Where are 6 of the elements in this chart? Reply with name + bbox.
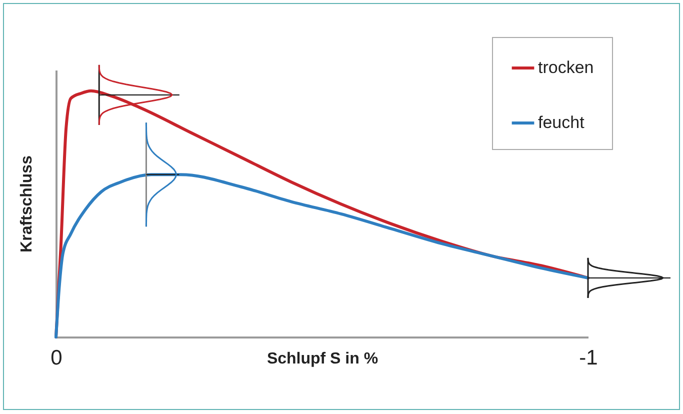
legend-label: feucht (538, 113, 585, 132)
x-tick-label: 0 (50, 346, 62, 370)
x-axis-title: Schlupf S in % (266, 350, 378, 368)
y-axis-title: Kraftschluss (18, 155, 36, 252)
x-tick-label: -1 (579, 346, 598, 370)
legend-label: trocken (538, 58, 594, 77)
